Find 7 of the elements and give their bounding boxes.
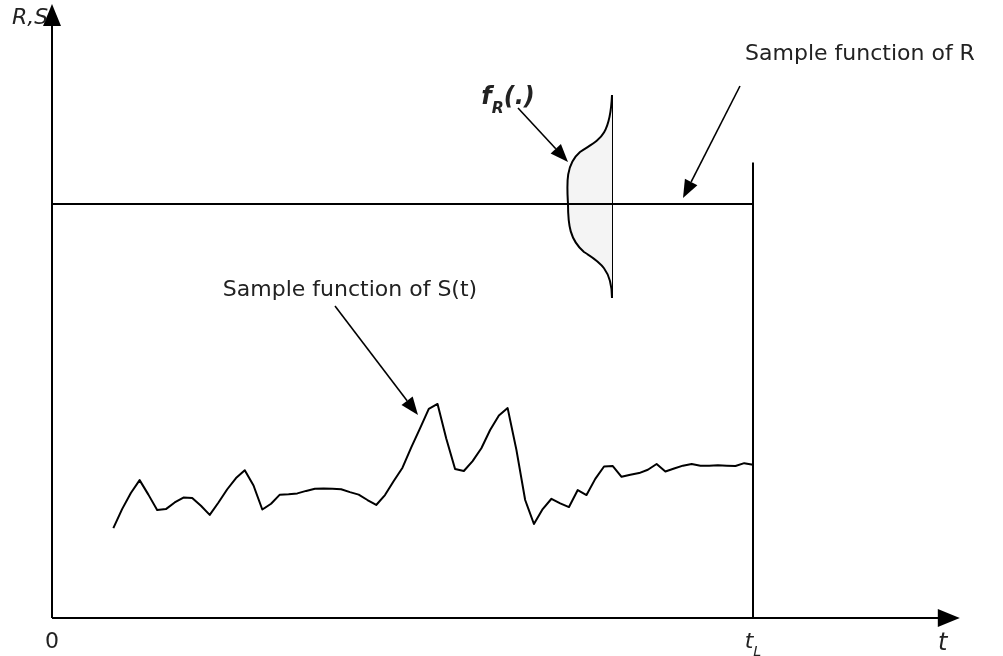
annotation: Sample function of S(t) (222, 276, 478, 301)
text: f$_{R}$(.) (481, 82, 535, 117)
text: t (938, 628, 950, 656)
text: R,S (11, 4, 49, 29)
text: Sample function of R (745, 40, 975, 65)
x-tick-label: 0 (45, 628, 59, 653)
x-tick-label: t$_{L}$ (744, 628, 762, 656)
